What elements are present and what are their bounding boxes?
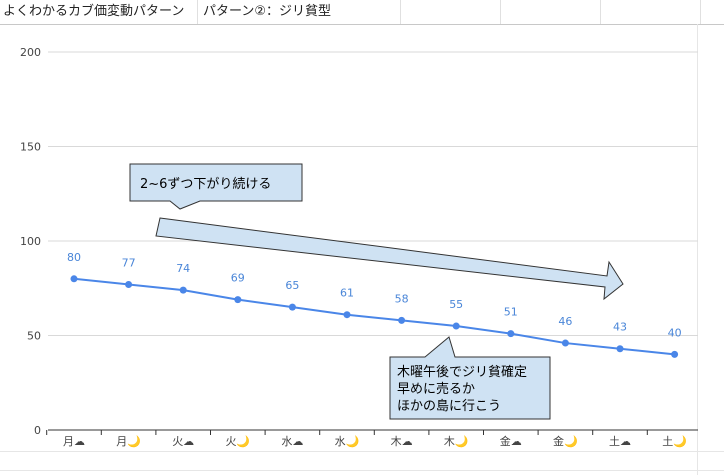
x-tick-label: 木☁: [391, 435, 413, 448]
data-label: 55: [449, 298, 463, 311]
x-tick-label: 木🌙: [444, 435, 469, 448]
data-point: [179, 286, 187, 294]
sheet-grid-line: [697, 24, 698, 475]
gridlines: [48, 51, 698, 431]
data-point: [561, 339, 569, 347]
sheet-grid-line: [0, 470, 724, 471]
callout-text-bottom: 木曜午後でジリ貧確定: [397, 364, 527, 380]
x-tick-label: 水☁: [281, 435, 303, 448]
y-tick-label: 50: [27, 330, 41, 343]
down-arrow-shape: [155, 217, 624, 301]
cell-divider: [197, 0, 198, 24]
y-tick-label: 150: [20, 141, 41, 154]
data-label: 80: [67, 251, 81, 264]
callout-box-bottom: [389, 336, 551, 420]
x-tick-label: 土🌙: [662, 435, 687, 448]
x-tick-label: 土☁: [609, 435, 631, 448]
sheet-header-row: よくわかるカブ価変動パターン パターン②：ジリ貧型: [0, 0, 724, 25]
series-layer: [70, 275, 679, 358]
y-tick-label: 200: [20, 46, 41, 59]
x-tick-label: 月☁: [63, 435, 85, 448]
y-tick-label: 100: [20, 235, 41, 248]
x-axis-ticks: 月☁ 月🌙 火☁ 火🌙 水☁ 水🌙 木☁ 木🌙 金☁ 金🌙 土☁ 土🌙: [46, 430, 687, 448]
x-tick-label: 水🌙: [335, 435, 360, 448]
data-label: 40: [668, 326, 682, 339]
callout-text-bottom: 早めに売るか: [397, 381, 475, 397]
callout-box-top: [129, 163, 303, 210]
data-point: [234, 296, 242, 304]
cell-divider: [500, 0, 501, 24]
y-axis-ticks: 0 50 100 150 200: [20, 46, 41, 437]
data-label: 51: [504, 306, 518, 319]
sheet-grid-line: [0, 451, 724, 452]
callout-text-bottom: ほかの島に行こう: [397, 399, 501, 414]
data-label: 61: [340, 287, 354, 300]
series-line: [73, 277, 675, 356]
data-label: 69: [231, 272, 245, 285]
data-labels: 80 77 74 69 65 61 58 55 51 46 43 40: [67, 251, 682, 340]
data-point: [507, 330, 515, 338]
data-point: [125, 280, 133, 288]
data-point: [671, 350, 679, 358]
data-label: 77: [122, 256, 136, 269]
data-point: [70, 275, 78, 283]
data-label: 74: [176, 262, 190, 275]
x-tick-label: 火☁: [172, 435, 194, 448]
x-tick-label: 金☁: [500, 434, 522, 448]
cell-divider: [600, 0, 601, 24]
data-point: [452, 322, 460, 330]
title-cell[interactable]: よくわかるカブ価変動パターン: [3, 4, 185, 19]
data-point: [398, 316, 406, 324]
data-label: 65: [285, 279, 299, 292]
data-point: [288, 303, 296, 311]
y-tick-label: 0: [34, 424, 41, 437]
data-point: [343, 311, 351, 319]
cell-divider: [400, 0, 401, 24]
cell-divider: [700, 0, 701, 24]
data-label: 58: [395, 292, 409, 305]
data-label: 43: [613, 321, 627, 334]
x-tick-label: 火🌙: [225, 435, 250, 448]
subtitle-cell[interactable]: パターン②：ジリ貧型: [203, 4, 332, 19]
data-point: [616, 345, 624, 353]
callout-text-top: 2~6ずつ下がり続ける: [140, 177, 271, 192]
x-tick-label: 金🌙: [553, 434, 578, 448]
x-tick-label: 月🌙: [116, 435, 141, 448]
data-label: 46: [558, 315, 572, 328]
